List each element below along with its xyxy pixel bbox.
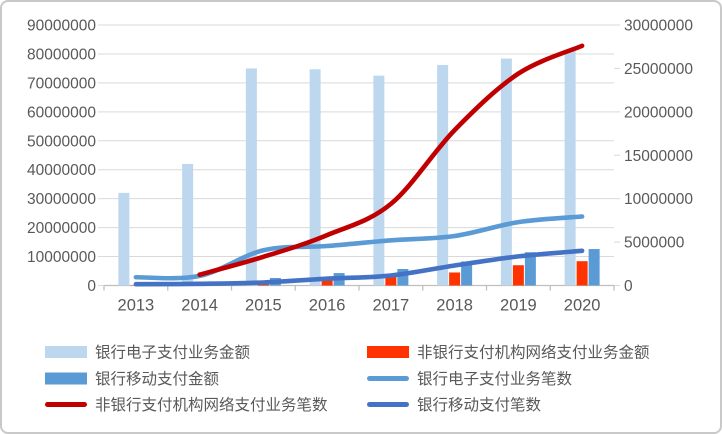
bar-bank-epay-amount-2013 <box>118 192 130 286</box>
bar-nonbank-netpay-amount-2018 <box>449 272 461 286</box>
left-axis-tick-label: 40000000 <box>27 162 96 179</box>
bar-bank-epay-amount-2020 <box>564 51 576 286</box>
x-axis-category-label: 2018 <box>436 297 473 315</box>
x-axis-category-label: 2013 <box>118 297 155 315</box>
right-axis-tick-label: 5000000 <box>624 235 685 252</box>
legend-item-bank-epay-count: 银行电子支付业务笔数 <box>367 370 573 388</box>
legend-item-nonbank-netpay-count: 非银行支付机构网络支付业务笔数 <box>45 396 328 414</box>
x-axis-category-label: 2014 <box>181 297 218 315</box>
right-axis-tick-label: 20000000 <box>624 104 693 121</box>
left-axis-tick-label: 80000000 <box>27 46 96 63</box>
axis-labels: 0 10000000 20000000 30000000 40000000 5000000… <box>27 18 693 315</box>
bar-bank-epay-amount-2015 <box>245 68 257 286</box>
legend-swatch-bank-epay-count <box>367 376 409 381</box>
bar-bank-mobile-amount-2017 <box>397 269 409 286</box>
legend-label-bank-mobile-count: 银行移动支付笔数 <box>417 396 542 414</box>
legend-item-nonbank-netpay-amount: 非银行支付机构网络支付业务金额 <box>367 344 650 362</box>
left-axis-tick-label: 0 <box>87 278 96 295</box>
left-axis-tick-label: 10000000 <box>27 249 96 266</box>
legend-swatch-nonbank-netpay-count <box>45 402 87 407</box>
legend-swatch-bank-mobile-count <box>367 402 409 407</box>
legend-label-nonbank-netpay-count: 非银行支付机构网络支付业务笔数 <box>95 396 328 414</box>
legend-item-bank-mobile-amount: 银行移动支付金额 <box>45 370 220 388</box>
bar-bank-mobile-amount-2018 <box>461 261 473 286</box>
bar-nonbank-netpay-amount-2016 <box>321 279 333 286</box>
left-axis-tick-label: 70000000 <box>27 75 96 92</box>
left-axis-tick-label: 90000000 <box>27 18 96 35</box>
legend-label-bank-mobile-amount: 银行移动支付金额 <box>95 370 220 388</box>
axes <box>98 24 620 291</box>
bar-bank-epay-amount-2019 <box>500 58 512 286</box>
bar-bank-epay-amount-2014 <box>182 163 194 286</box>
x-axis-category-label: 2019 <box>500 297 537 315</box>
bar-bank-mobile-amount-2020 <box>588 249 600 286</box>
left-axis-tick-label: 20000000 <box>27 220 96 237</box>
legend-item-bank-epay-amount: 银行电子支付业务金额 <box>45 344 251 362</box>
right-axis-tick-label: 10000000 <box>624 191 693 208</box>
left-axis-tick-label: 60000000 <box>27 104 96 121</box>
x-axis-category-label: 2016 <box>309 297 346 315</box>
left-axis-tick-label: 30000000 <box>27 191 96 208</box>
lines-layer <box>133 43 585 287</box>
legend-label-nonbank-netpay-amount: 非银行支付机构网络支付业务金额 <box>417 344 650 362</box>
right-axis-tick-label: 15000000 <box>624 148 693 165</box>
legend-label-bank-epay-amount: 银行电子支付业务金额 <box>95 344 251 362</box>
x-axis-category-label: 2017 <box>373 297 410 315</box>
bar-bank-epay-amount-2016 <box>309 69 321 286</box>
legend-swatch-bank-epay-amount <box>45 346 87 358</box>
legend-item-bank-mobile-count: 银行移动支付笔数 <box>367 396 542 414</box>
line-nonbank-netpay-count <box>197 43 585 277</box>
bar-nonbank-netpay-amount-2017 <box>385 276 397 286</box>
legend-label-bank-epay-count: 银行电子支付业务笔数 <box>417 370 573 388</box>
bar-bank-mobile-amount-2019 <box>524 252 536 286</box>
line-bank-mobile-count <box>133 248 585 287</box>
bar-series-bank-epay-amount <box>118 51 576 286</box>
bar-bank-epay-amount-2017 <box>373 75 385 286</box>
right-axis-tick-label: 25000000 <box>624 61 693 78</box>
legend-swatch-nonbank-netpay-amount <box>367 346 409 358</box>
bar-nonbank-netpay-amount-2020 <box>576 261 588 286</box>
x-axis-category-label: 2015 <box>245 297 282 315</box>
right-axis-tick-label: 30000000 <box>624 18 693 35</box>
bar-bank-epay-amount-2018 <box>437 64 449 286</box>
bars-layer <box>118 51 600 286</box>
legend-swatch-bank-mobile-amount <box>45 372 87 385</box>
right-axis-tick-label: 0 <box>624 278 633 295</box>
bar-nonbank-netpay-amount-2019 <box>512 265 524 286</box>
left-axis-tick-label: 50000000 <box>27 133 96 150</box>
x-axis-category-label: 2020 <box>564 297 601 315</box>
